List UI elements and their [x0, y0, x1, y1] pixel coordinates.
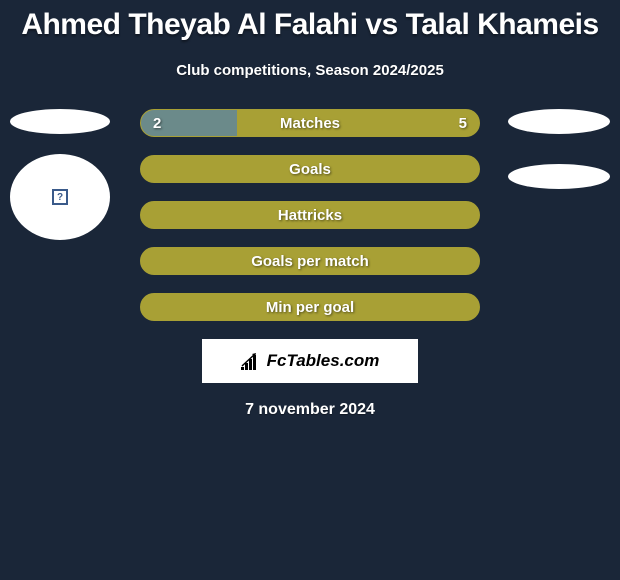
- source-logo: FcTables.com: [202, 339, 418, 383]
- player-avatar-right: [508, 164, 610, 189]
- page-title: Ahmed Theyab Al Falahi vs Talal Khameis: [0, 0, 620, 42]
- stat-bars: Matches2 5 Goals Hattricks Goals per match Mi…: [140, 109, 480, 321]
- logo-text: FcTables.com: [267, 351, 380, 371]
- player-left-avatars: ?: [10, 109, 110, 240]
- stat-bar-matches: Matches2 5: [140, 109, 480, 137]
- stat-bar-goals-per-match: Goals per match: [140, 247, 480, 275]
- subtitle: Club competitions, Season 2024/2025: [0, 62, 620, 79]
- fctables-icon: [241, 352, 263, 370]
- stat-bar-hattricks: Hattricks: [140, 201, 480, 229]
- bar-value-left: 2: [153, 110, 161, 136]
- comparison-content: ? Matches2 5 Goals Hattricks Goals per match…: [0, 109, 620, 419]
- bar-label: Matches: [141, 110, 479, 136]
- bar-label: Hattricks: [141, 202, 479, 228]
- team-badge-left: [10, 109, 110, 134]
- player-avatar-left: ?: [10, 154, 110, 240]
- date-label: 7 november 2024: [0, 401, 620, 419]
- team-badge-right: [508, 109, 610, 134]
- stat-bar-goals: Goals: [140, 155, 480, 183]
- player-right-avatars: [508, 109, 610, 189]
- stat-bar-min-per-goal: Min per goal: [140, 293, 480, 321]
- bar-label: Min per goal: [141, 294, 479, 320]
- bar-label: Goals per match: [141, 248, 479, 274]
- bar-label: Goals: [141, 156, 479, 182]
- avatar-placeholder-icon: ?: [52, 189, 68, 205]
- bar-value-right: 5: [459, 110, 467, 136]
